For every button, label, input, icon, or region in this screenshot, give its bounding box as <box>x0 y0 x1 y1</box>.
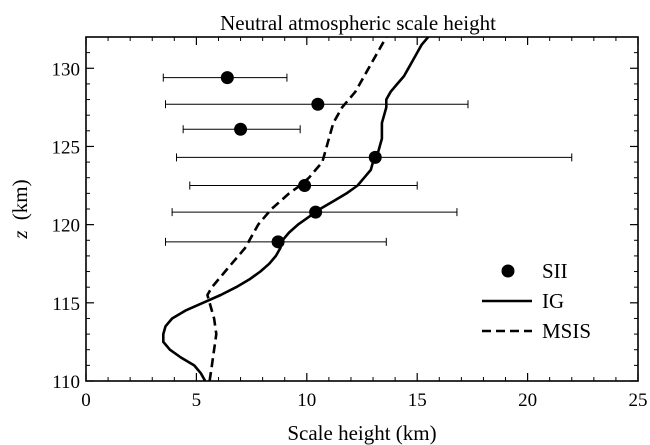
sii-marker <box>298 179 312 193</box>
sii-data-point <box>176 150 573 164</box>
y-tick-labels: 110 115 120 125 130 <box>52 59 81 393</box>
y-tick-label: 120 <box>52 216 81 237</box>
y-tick-label: 125 <box>52 137 81 158</box>
legend-label: MSIS <box>542 319 591 343</box>
sii-data-point <box>164 235 387 249</box>
x-tick-label: 15 <box>408 390 427 411</box>
legend-marker-sii <box>501 264 515 278</box>
x-axis-label: Scale height (km) <box>287 421 436 445</box>
y-tick-label: 115 <box>52 294 80 315</box>
y-tick-label: 130 <box>52 59 81 80</box>
x-tick-label: 10 <box>297 390 316 411</box>
sii-marker <box>220 71 234 85</box>
sii-marker <box>309 205 323 219</box>
sii-marker <box>271 235 285 249</box>
y-axis-unit: (km) <box>8 179 32 220</box>
sii-marker <box>311 97 325 111</box>
sii-points <box>162 71 573 249</box>
sii-data-point <box>171 205 458 219</box>
sii-data-point <box>164 97 469 111</box>
x-tick-label: 5 <box>192 390 202 411</box>
sii-marker <box>368 150 382 164</box>
legend-label: IG <box>542 289 564 313</box>
y-axis-label: z (km) <box>8 179 32 239</box>
x-tick-labels: 0 5 10 15 20 25 <box>81 390 647 411</box>
x-tick-label: 20 <box>518 390 537 411</box>
sii-marker <box>234 122 248 136</box>
x-tick-label: 25 <box>629 390 648 411</box>
chart-title: Neutral atmospheric scale height <box>220 11 496 35</box>
series-line-ig <box>162 37 430 381</box>
legend: SII IG MSIS <box>482 259 591 343</box>
x-tick-label: 0 <box>81 390 91 411</box>
series-lines <box>162 37 430 381</box>
legend-entry-msis: MSIS <box>482 319 591 343</box>
sii-data-point <box>189 179 418 193</box>
legend-entry-sii: SII <box>501 259 568 283</box>
legend-entry-ig: IG <box>482 289 564 313</box>
series-line-msis <box>206 37 388 381</box>
sii-data-point <box>182 122 301 136</box>
y-tick-label: 110 <box>52 372 80 393</box>
legend-label: SII <box>542 259 568 283</box>
sii-data-point <box>162 71 288 85</box>
y-axis-symbol: z <box>8 230 32 239</box>
plot-frame <box>85 36 639 382</box>
